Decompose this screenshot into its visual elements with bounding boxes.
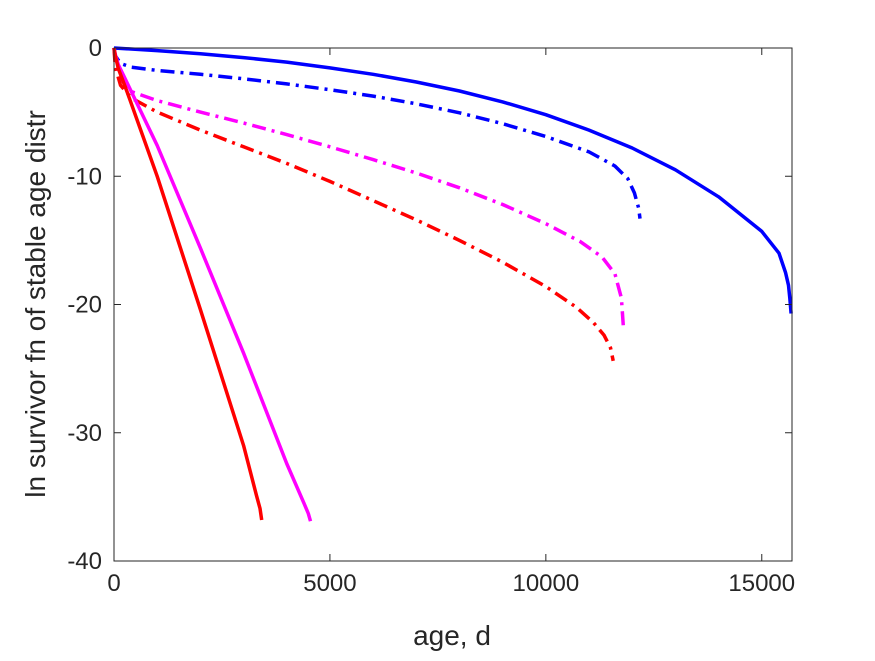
series-line-2 [112,47,642,219]
series-line-6 [112,47,264,521]
series-line-3 [112,47,626,331]
y-axis-label: ln survivor fn of stable age distr [20,110,51,498]
x-axis-label: age, d [413,620,491,651]
x-tick-label: 15000 [728,570,795,597]
y-tick-label: -20 [67,292,102,319]
ticks-layer: 0 5000 10000 15000 0 -10 -20 -30 -40 [67,35,795,597]
y-tick-label: 0 [89,35,102,62]
x-tick-label: 5000 [303,570,356,597]
y-tick-label: -40 [67,548,102,575]
series-layer [112,46,793,522]
x-tick-label: 0 [107,570,120,597]
x-tick-label: 10000 [512,570,579,597]
y-tick-label: -30 [67,420,102,447]
plot-background [114,48,792,561]
y-tick-label: -10 [67,163,102,190]
plot-area [114,48,792,561]
series-line-1 [113,46,793,314]
